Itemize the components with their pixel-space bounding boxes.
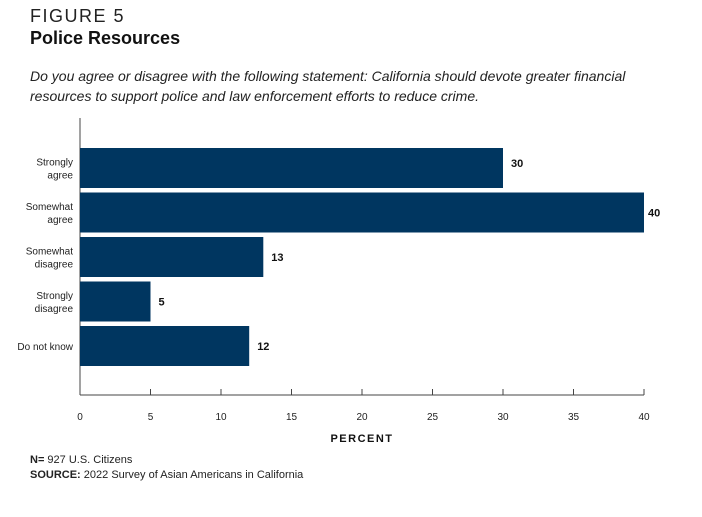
bar-value-label: 5: [159, 297, 165, 309]
bar: [80, 237, 264, 277]
sample-size-label: N=: [30, 454, 45, 466]
bar-value-label: 12: [257, 341, 269, 353]
sample-size-text: 927 U.S. Citizens: [44, 454, 133, 466]
bar: [80, 326, 250, 366]
category-label: Somewhat: [26, 202, 73, 213]
x-tick-label: 30: [497, 412, 509, 423]
category-label: agree: [47, 215, 73, 226]
x-tick-label: 15: [286, 412, 298, 423]
x-tick-label: 25: [427, 412, 439, 423]
plot-area: 0 5 10 15 20 25 30 35 40 PERCENT 30 Strongly agree 40…: [17, 118, 660, 445]
source-note: SOURCE: 2022 Survey of Asian Americans i…: [30, 469, 303, 481]
x-tick-label: 0: [77, 412, 83, 423]
x-tick-label: 5: [148, 412, 154, 423]
category-label: Do not know: [17, 342, 73, 353]
category-label: disagree: [35, 304, 74, 315]
category-label: Strongly: [36, 291, 73, 302]
x-tick-label: 20: [356, 412, 368, 423]
category-label: Somewhat: [26, 247, 73, 258]
bar: [80, 281, 151, 322]
source-text: 2022 Survey of Asian Americans in Califo…: [80, 469, 304, 481]
x-axis-title: PERCENT: [330, 433, 393, 445]
sample-size-note: N= 927 U.S. Citizens: [30, 454, 132, 466]
source-label: SOURCE:: [30, 469, 81, 481]
x-tick-label: 10: [215, 412, 227, 423]
x-tick-label: 40: [638, 412, 650, 423]
category-label: disagree: [35, 260, 74, 271]
figure-label: FIGURE 5: [30, 6, 126, 26]
x-tick-label: 35: [568, 412, 580, 423]
bar-value-label: 40: [648, 208, 660, 220]
chart-title: Police Resources: [30, 28, 181, 48]
bar: [80, 192, 644, 233]
bar-value-label: 30: [511, 158, 523, 170]
survey-question: Do you agree or disagree with the follow…: [30, 68, 626, 104]
category-label: agree: [47, 171, 73, 182]
category-label: Strongly: [36, 158, 73, 169]
bar: [80, 148, 503, 188]
bar-value-label: 13: [271, 252, 283, 264]
